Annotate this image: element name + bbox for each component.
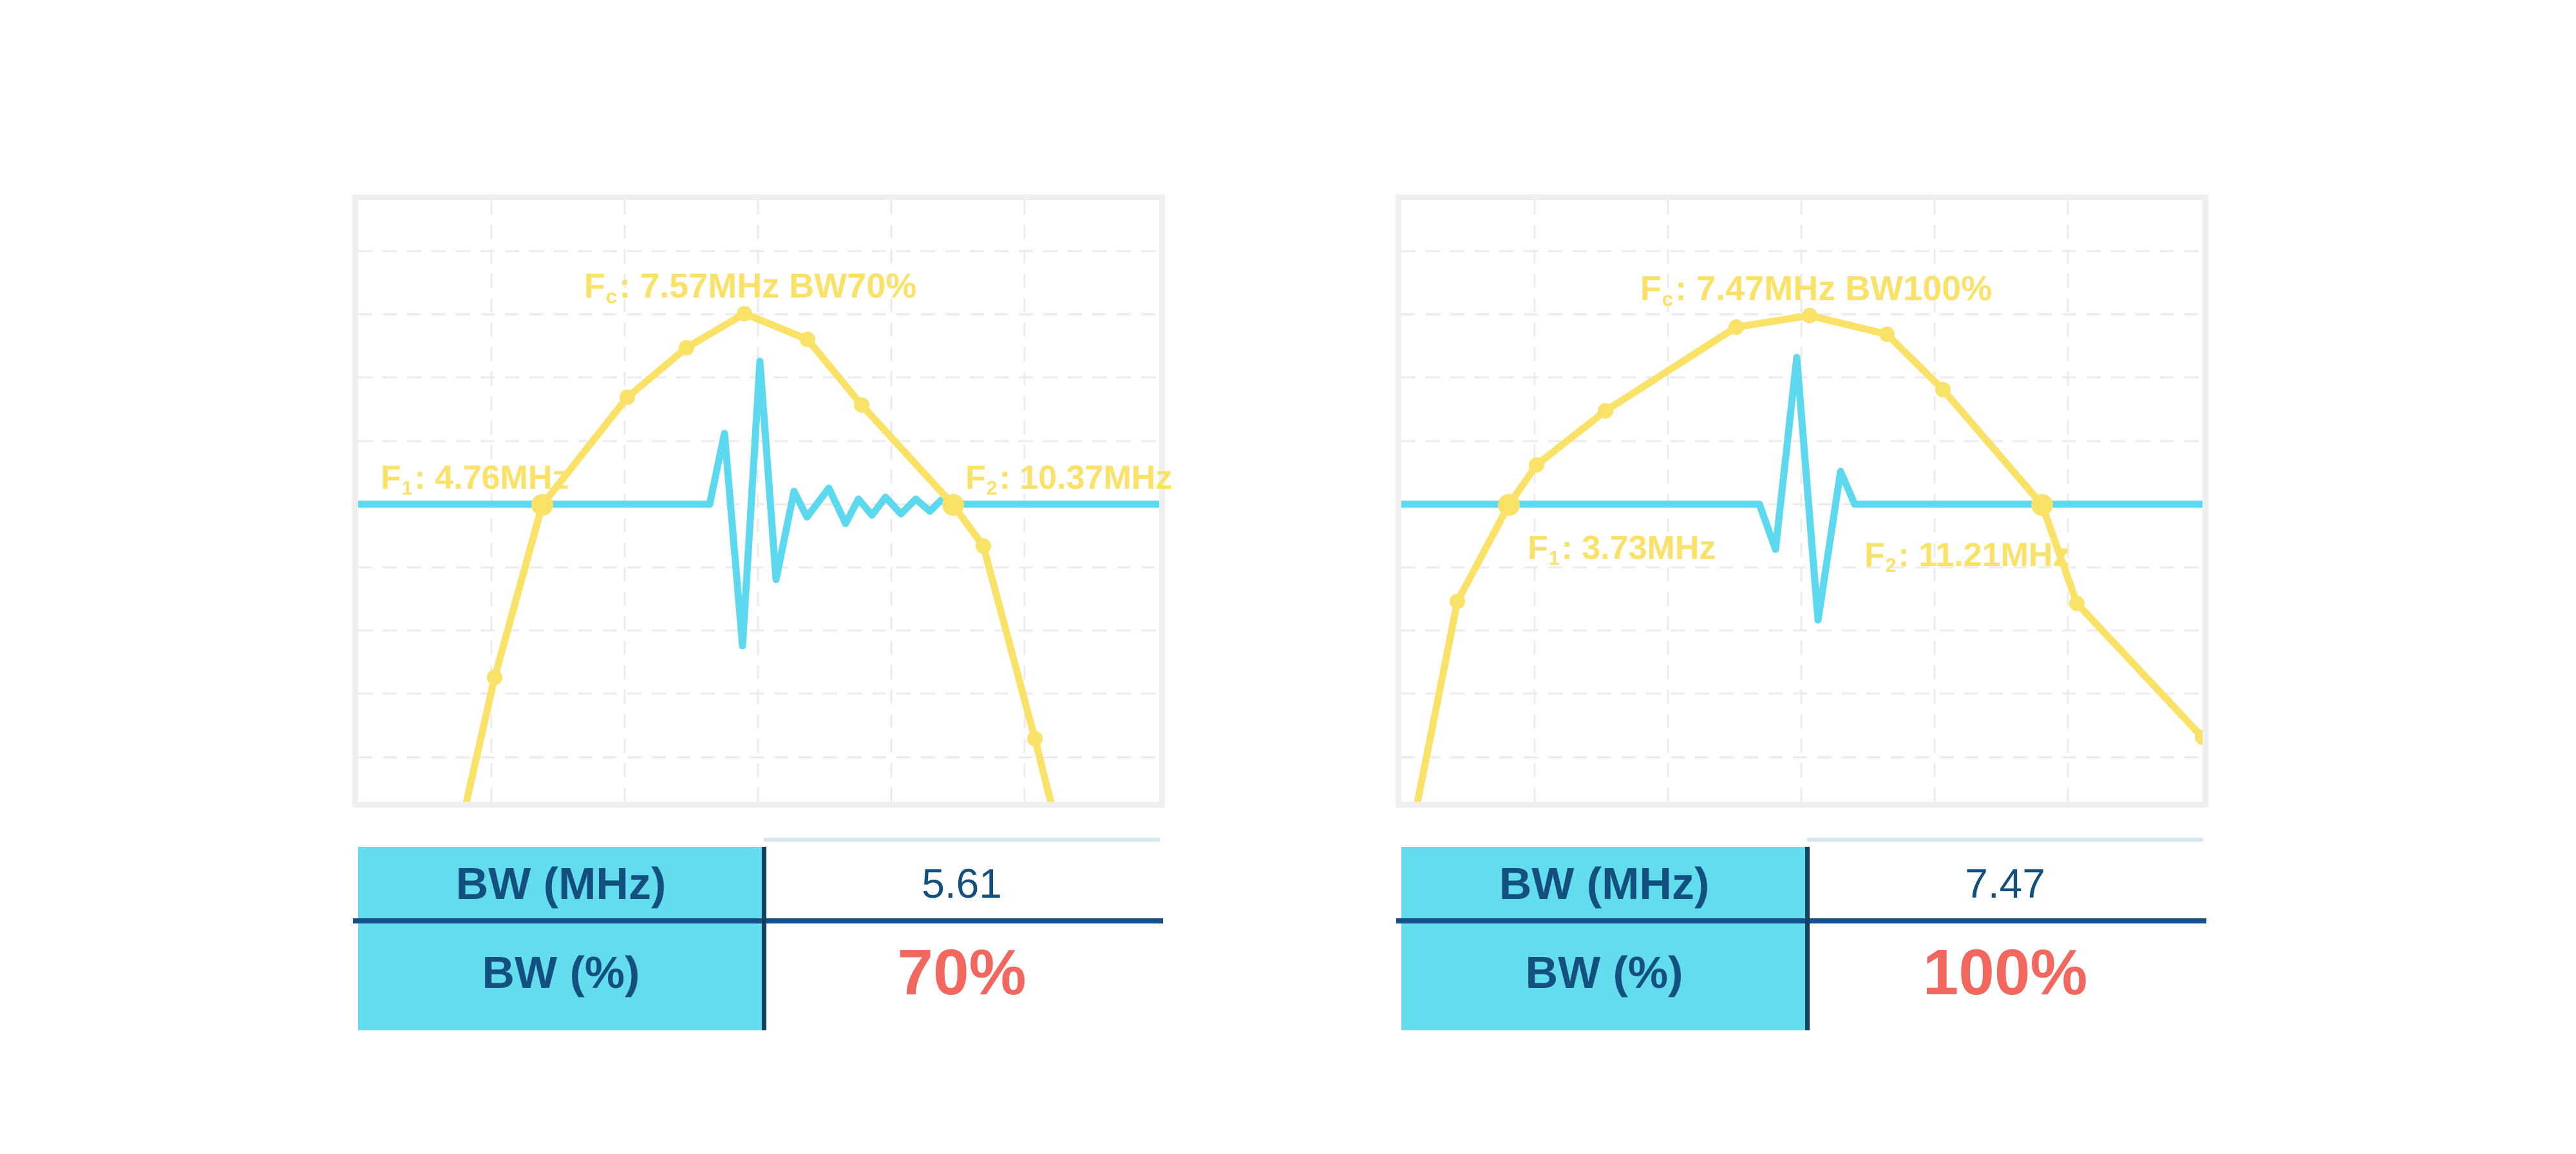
table-column-divider [1805,847,1810,1030]
data-point-marker [487,670,502,685]
spectrum-line [462,310,1055,802]
table-column-divider [762,847,766,1030]
table-top-rule [1807,838,2203,842]
data-point-marker [2195,730,2202,745]
data-point-marker [1598,403,1613,419]
bw-pct-label-cell: BW (%) [1525,947,1683,998]
data-point-marker [1879,326,1895,342]
data-point-marker [737,306,752,321]
pulse-line [358,357,1159,650]
data-point-marker [800,332,815,347]
bw-mhz-label-cell: BW (MHz) [455,858,667,909]
data-point-marker [531,494,553,516]
data-point-marker [1529,457,1544,473]
spectrum-chart-frame: Fc: 7.47MHz BW100% F1: 3.73MHz F2: 11.21MH… [1396,194,2208,808]
data-point-marker [620,390,635,405]
spectrum-chart-frame: Fc: 7.57MHz BW70% F1: 4.76MHz F2: 10.37MHz [352,194,1172,808]
spectrum-chart-canvas [358,200,1159,802]
chart-svg [1401,200,2202,802]
table-row-divider [353,918,1163,923]
bw-mhz-label-cell: BW (MHz) [1499,858,1710,909]
bw-mhz-value-cell: 7.47 [1965,860,2045,907]
pulse-line [1401,354,2202,624]
bw-pct-value-cell: 100% [1922,936,2088,1008]
table-top-rule [764,838,1160,842]
panel-narrowband: Fc: 7.57MHz BW70% F1: 4.76MHz F2: 10.37MHz… [352,194,1172,1057]
bw-pct-value-cell: 70% [897,936,1027,1008]
data-point-marker [1498,494,1520,516]
data-point-marker [1450,594,1465,609]
spectrum-line [1414,312,2202,802]
chart-svg [358,200,1159,802]
bw-mhz-value-cell: 5.61 [922,860,1002,907]
data-point-marker [1802,308,1817,323]
data-point-marker [942,494,964,516]
table-label-column [1401,847,1807,1030]
data-point-marker [1935,382,1951,397]
table-row-divider [1396,918,2206,923]
data-point-marker [854,397,869,413]
panel-broadband: Fc: 7.47MHz BW100% F1: 3.73MHz F2: 11.21MH… [1396,194,2208,1057]
bw-pct-label-cell: BW (%) [482,947,640,998]
data-point-marker [2069,596,2085,611]
data-point-marker [1728,319,1744,335]
data-point-marker [1027,731,1043,746]
table-label-column [358,847,764,1030]
data-point-marker [679,340,694,355]
data-point-marker [2031,494,2053,516]
spectrum-chart-canvas [1401,200,2202,802]
data-point-marker [976,538,991,554]
